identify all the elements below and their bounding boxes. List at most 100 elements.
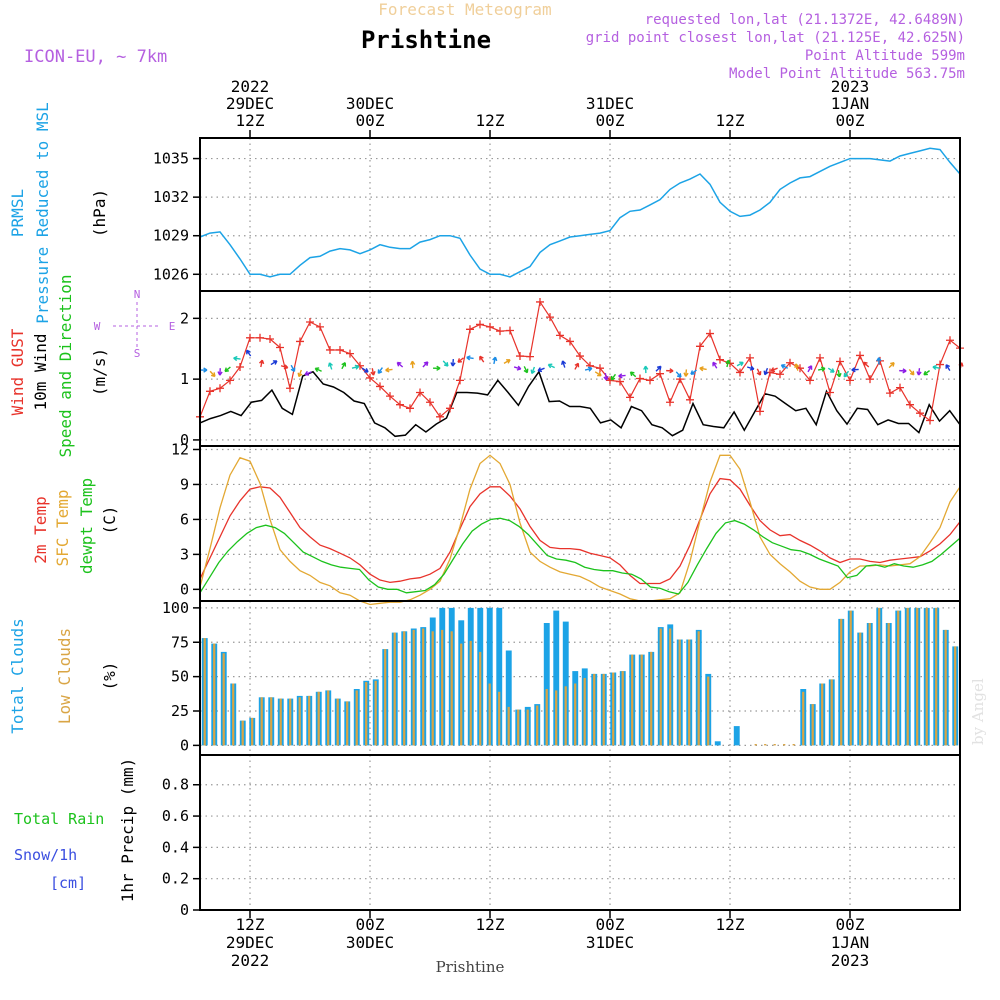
low-cloud-bar bbox=[365, 682, 368, 746]
low-cloud-bar bbox=[507, 706, 510, 746]
panels: 1026102910321035012036912025507510000.20… bbox=[8, 102, 964, 919]
wind-gust-marker bbox=[696, 342, 704, 351]
y-tick-label: 0 bbox=[180, 736, 189, 754]
wind-gust-marker bbox=[716, 355, 724, 364]
wind-speed-line bbox=[199, 370, 961, 438]
low-cloud-bar bbox=[669, 628, 672, 746]
wind-direction-arrow bbox=[561, 360, 567, 368]
wind-direction-arrow bbox=[341, 361, 347, 370]
low-cloud-bar bbox=[536, 705, 539, 746]
wind-gust-marker bbox=[496, 327, 504, 336]
wind-gust-marker bbox=[656, 369, 664, 378]
wind-direction-arrow bbox=[304, 370, 312, 376]
wind-gust-marker bbox=[506, 326, 514, 335]
wind-gust-marker bbox=[316, 322, 324, 331]
low-cloud-bar bbox=[830, 679, 833, 746]
top-time-label: 30DEC bbox=[346, 94, 394, 113]
wind-gust-marker bbox=[526, 352, 534, 361]
low-cloud-bar bbox=[479, 651, 482, 746]
y-tick-label: 6 bbox=[180, 510, 189, 528]
low-cloud-bar bbox=[384, 649, 387, 746]
wind-direction-arrow bbox=[945, 364, 951, 371]
low-cloud-bar bbox=[403, 631, 406, 746]
low-cloud-bar bbox=[935, 607, 938, 746]
wind-direction-arrow bbox=[916, 368, 922, 376]
wind-direction-arrow bbox=[746, 365, 755, 371]
low-cloud-bar bbox=[593, 673, 596, 746]
low-cloud-bar bbox=[327, 690, 330, 746]
total-cloud-bar bbox=[543, 623, 550, 746]
total-cloud-bar bbox=[486, 607, 493, 746]
low-cloud-bar bbox=[279, 698, 282, 746]
low-cloud-bar bbox=[925, 607, 928, 746]
wind-gust-marker bbox=[836, 357, 844, 366]
wind-gust-marker bbox=[206, 387, 214, 396]
bottom-time-label: 00Z bbox=[836, 915, 865, 934]
top-time-label: 29DEC bbox=[226, 94, 274, 113]
y-tick-label: 12 bbox=[171, 440, 189, 458]
y-tick-label: 0.4 bbox=[162, 838, 189, 856]
wind-gust-marker bbox=[846, 376, 854, 385]
low-cloud-bar bbox=[631, 654, 634, 746]
compass-s: S bbox=[134, 347, 141, 360]
wind-gust-marker bbox=[806, 376, 814, 385]
low-cloud-bar bbox=[460, 643, 463, 746]
low-cloud-bar bbox=[374, 680, 377, 746]
low-cloud-bar bbox=[431, 631, 434, 746]
wind-gust-marker bbox=[756, 407, 764, 416]
wind-direction-arrow bbox=[725, 359, 731, 368]
wind-gust-marker bbox=[556, 331, 564, 340]
wind-direction-arrow bbox=[817, 366, 826, 372]
wind-direction-arrow bbox=[457, 357, 464, 363]
wind-gust-marker bbox=[646, 376, 654, 385]
low-cloud-bar bbox=[422, 628, 425, 746]
wind-gust-label: Wind GUST bbox=[8, 328, 27, 415]
wind-direction-arrow bbox=[763, 367, 769, 376]
total-cloud-bar bbox=[714, 741, 721, 746]
wind-direction-arrow bbox=[351, 364, 360, 370]
wind-gust-marker bbox=[516, 352, 524, 361]
low-cloud-bar bbox=[650, 651, 653, 746]
wind-direction-arrow bbox=[233, 355, 241, 362]
temp-2m-label: 2m Temp bbox=[31, 496, 50, 563]
wind-gust-line bbox=[199, 300, 961, 422]
wind-direction-arrow bbox=[843, 370, 850, 378]
city-title: Prishtine bbox=[361, 26, 491, 54]
wind-direction-arrow bbox=[690, 369, 697, 375]
wind-gust-marker bbox=[786, 358, 794, 367]
wind-gust-marker bbox=[546, 313, 554, 322]
low-cloud-bar bbox=[897, 610, 900, 746]
wind-gust-marker bbox=[456, 376, 464, 385]
panel-frame bbox=[199, 754, 961, 911]
snow-unit-label: [cm] bbox=[50, 874, 86, 892]
wind-direction-arrow bbox=[594, 371, 602, 377]
low-cloud-bar bbox=[887, 623, 890, 746]
wind-direction-arrow bbox=[503, 359, 511, 364]
wind-direction-arrow bbox=[209, 370, 216, 378]
wind-direction-arrow bbox=[422, 361, 429, 368]
low-cloud-bar bbox=[393, 632, 396, 746]
compass-e: E bbox=[169, 320, 176, 333]
wind-direction-arrow bbox=[479, 355, 485, 363]
wind-gust-marker bbox=[436, 412, 444, 421]
wind-direction-arrow bbox=[876, 357, 882, 365]
low-cloud-bar bbox=[792, 744, 795, 746]
wind-direction-arrow bbox=[655, 365, 662, 372]
wind-gust-marker bbox=[416, 388, 424, 397]
y-tick-label: 0 bbox=[180, 580, 189, 598]
wind-gust-marker bbox=[486, 322, 494, 331]
low-cloud-bar bbox=[802, 691, 805, 746]
wind-gust-marker bbox=[926, 416, 934, 425]
wind-direction-arrow bbox=[899, 368, 907, 374]
top-time-label: 00Z bbox=[596, 111, 625, 130]
wind-gust-marker bbox=[326, 345, 334, 354]
pressure-label-desc: Pressure Reduced to MSL bbox=[33, 102, 52, 324]
wind-gust-marker bbox=[776, 370, 784, 379]
wind-gust-marker bbox=[886, 389, 894, 398]
model-altitude: Model Point Altitude 563.75m bbox=[729, 66, 965, 82]
y-tick-label: 2 bbox=[180, 309, 189, 327]
wind-gust-marker bbox=[946, 336, 954, 345]
top-time-label: 12Z bbox=[476, 111, 505, 130]
